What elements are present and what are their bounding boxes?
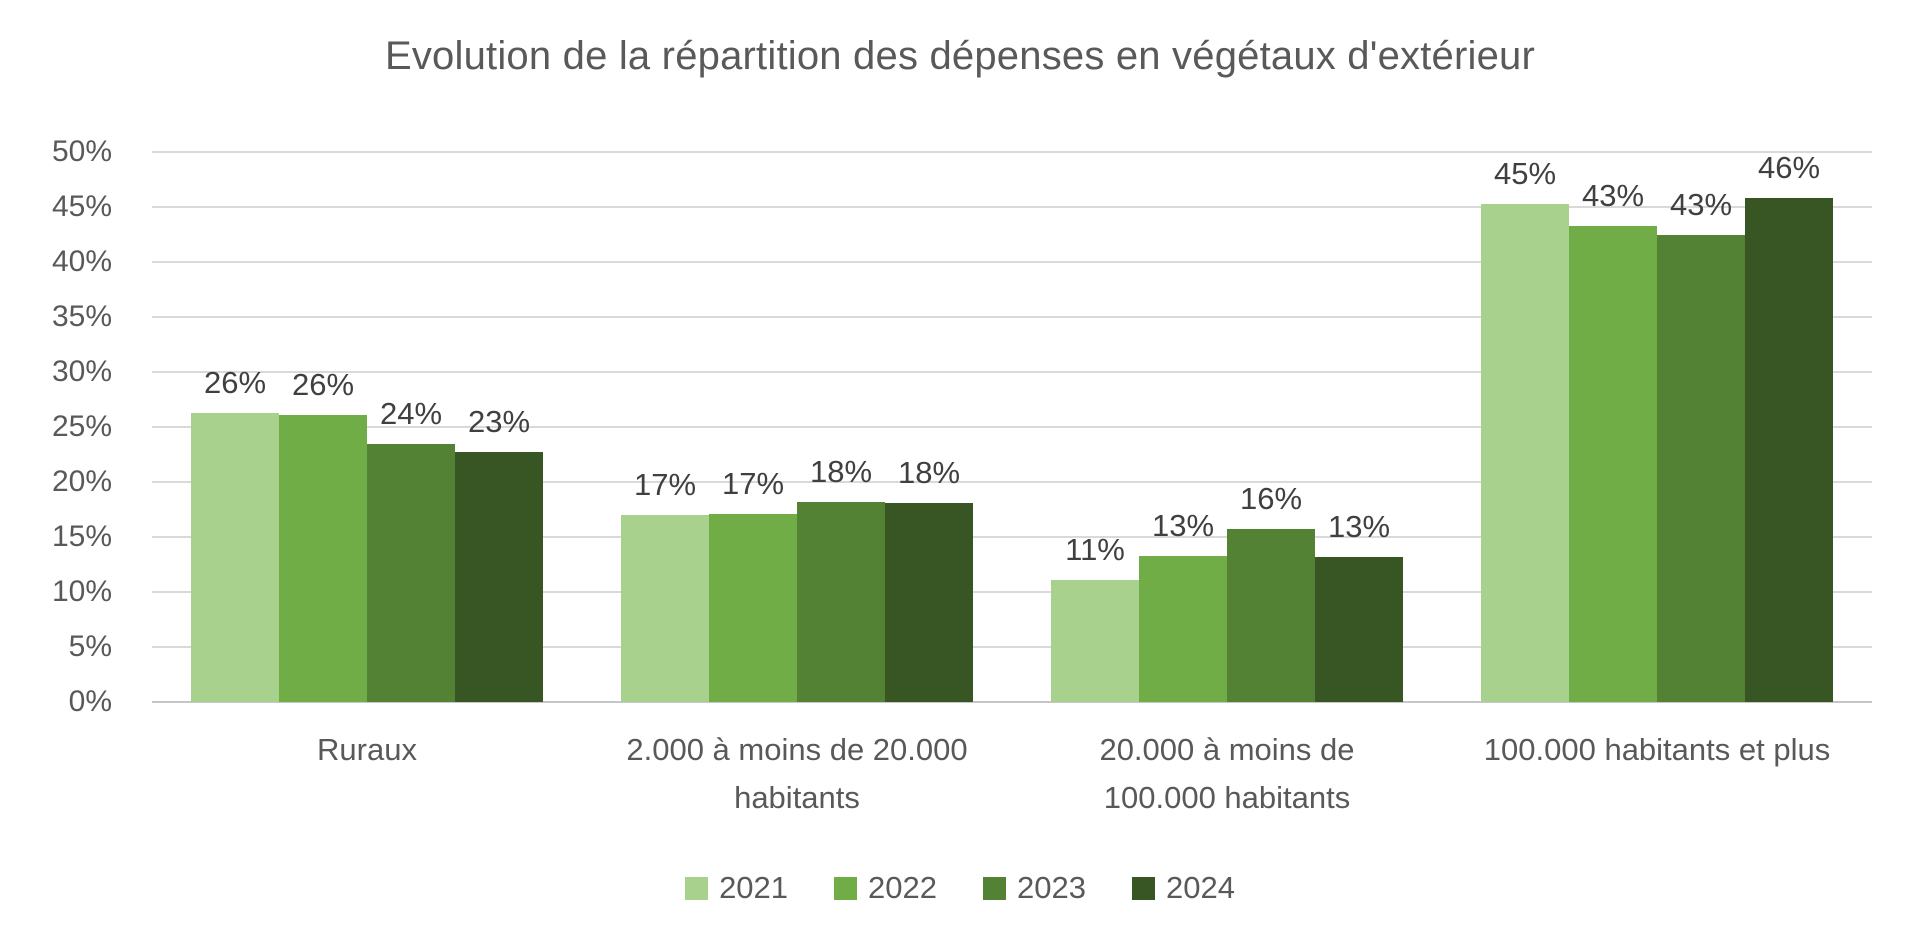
bar-2022-category-4 [1569, 225, 1657, 702]
bar-2021-category-2 [621, 515, 709, 702]
category-label: 20.000 à moins de 100.000 habitants [1099, 732, 1355, 816]
y-tick-label: 20% [51, 465, 112, 498]
category-label: Ruraux [317, 732, 417, 767]
bar-2022-category-2 [709, 513, 797, 702]
bar-group: 45% 43% 43% 46% [1442, 150, 1872, 702]
bar-2024-category-4 [1745, 198, 1833, 702]
gridline [152, 701, 1872, 703]
bar-group: 17% 17% 18% 18% [582, 152, 1012, 702]
gridlines [152, 151, 1872, 703]
bar-2022-category-3 [1139, 555, 1227, 702]
data-label: 26% [291, 366, 355, 402]
data-label: 43% [1581, 177, 1645, 213]
bar-slot: 16% [1227, 152, 1315, 702]
y-tick-label: 35% [51, 300, 112, 333]
data-label: 43% [1669, 186, 1733, 222]
gridline [152, 371, 1872, 373]
y-tick-label: 25% [51, 410, 112, 443]
bar-2024-category-2 [885, 502, 973, 702]
data-label: 17% [721, 465, 785, 501]
y-tick-label: 45% [51, 190, 112, 223]
legend-swatch-icon [983, 876, 1006, 900]
bar-slot: 17% [709, 152, 797, 702]
bar-slot: 13% [1139, 152, 1227, 702]
gridline [152, 261, 1872, 263]
bar-slot: 11% [1051, 152, 1139, 702]
legend: 2021 2022 2023 2024 [0, 870, 1920, 906]
data-label: 17% [633, 467, 697, 502]
legend-swatch-icon [834, 876, 858, 900]
y-tick-label: 50% [51, 135, 112, 168]
y-tick-label: 5% [68, 630, 112, 663]
bar-2021-category-4 [1481, 203, 1569, 702]
x-axis: Ruraux 2.000 à moins de 20.000 habitants 2… [152, 726, 1872, 822]
y-tick-label: 30% [51, 355, 112, 388]
gridline [152, 151, 1872, 153]
y-tick-label: 10% [51, 575, 112, 608]
bar-slot: 13% [1315, 152, 1403, 702]
data-label: 11% [1065, 531, 1125, 567]
legend-item-2022: 2022 [834, 870, 937, 906]
plot-area: 0% 5% 10% 15% 20% 25% 30% 35% 40% 45% 50% 26% 26% 24… [52, 137, 1872, 717]
data-label: 46% [1757, 150, 1821, 186]
gridline [152, 536, 1872, 538]
gridline [152, 206, 1872, 208]
bar-2023-category-2 [797, 501, 885, 702]
bar-groups: 26% 26% 24% 23% 17% 17% 18% 18% 11% 13% 16% 13% 45% 4… [152, 150, 1872, 702]
bar-group: 11% 13% 16% 13% [1012, 152, 1442, 702]
legend-item-2024: 2024 [1131, 870, 1235, 906]
bar-2024-category-3 [1315, 556, 1403, 702]
y-tick-label: 15% [51, 520, 112, 553]
bar-group: 26% 26% 24% 23% [152, 152, 582, 702]
legend-label: 2021 [719, 870, 789, 905]
bar-slot: 26% [279, 152, 367, 702]
bar-2023-category-3 [1227, 529, 1315, 702]
data-label: 18% [809, 453, 873, 489]
data-label: 23% [467, 404, 531, 440]
gridline [152, 646, 1872, 648]
data-label: 45% [1493, 155, 1557, 191]
gridline [152, 426, 1872, 428]
data-label: 26% [203, 364, 267, 400]
bar-2024-category-1 [455, 452, 543, 702]
data-label: 24% [379, 395, 443, 431]
data-label: 13% [1327, 508, 1391, 544]
gridline [152, 591, 1872, 593]
bar-slot: 18% [885, 152, 973, 702]
category-label: 2.000 à moins de 20.000 habitants [626, 732, 968, 816]
gridline [152, 481, 1872, 483]
bar-slot: 43% [1657, 152, 1745, 702]
bar-2021-category-1 [191, 412, 279, 702]
bar-slot: 23% [455, 152, 543, 702]
bar-2023-category-4 [1657, 234, 1745, 702]
bar-2023-category-1 [367, 443, 455, 702]
y-tick-label: 0% [68, 685, 112, 718]
y-axis: 0% 5% 10% 15% 20% 25% 30% 35% 40% 45% 50% [52, 137, 1872, 717]
legend-swatch-icon [685, 876, 709, 900]
data-label: 16% [1239, 481, 1303, 517]
gridline [152, 316, 1872, 318]
legend-label: 2022 [868, 870, 937, 905]
bar-slot: 18% [797, 152, 885, 702]
legend-item-2021: 2021 [685, 870, 788, 906]
data-label: 18% [897, 454, 961, 490]
bar-2021-category-3 [1051, 579, 1139, 702]
legend-label: 2023 [1017, 870, 1086, 905]
bar-slot: 17% [621, 152, 709, 702]
bar-2022-category-1 [279, 414, 367, 702]
bar-slot: 45% [1481, 152, 1569, 702]
legend-item-2023: 2023 [983, 870, 1086, 906]
data-label: 13% [1151, 507, 1215, 543]
category-label: 100.000 habitants et plus [1483, 732, 1831, 767]
bar-slot: 26% [191, 152, 279, 702]
legend-label: 2024 [1165, 870, 1235, 905]
chart-title: Evolution de la répartition des dépenses… [384, 34, 1536, 78]
bar-slot: 46% [1745, 150, 1833, 702]
bar-slot: 43% [1569, 152, 1657, 702]
bar-slot: 24% [367, 152, 455, 702]
y-tick-label: 40% [51, 245, 112, 278]
legend-swatch-icon [1131, 876, 1155, 900]
